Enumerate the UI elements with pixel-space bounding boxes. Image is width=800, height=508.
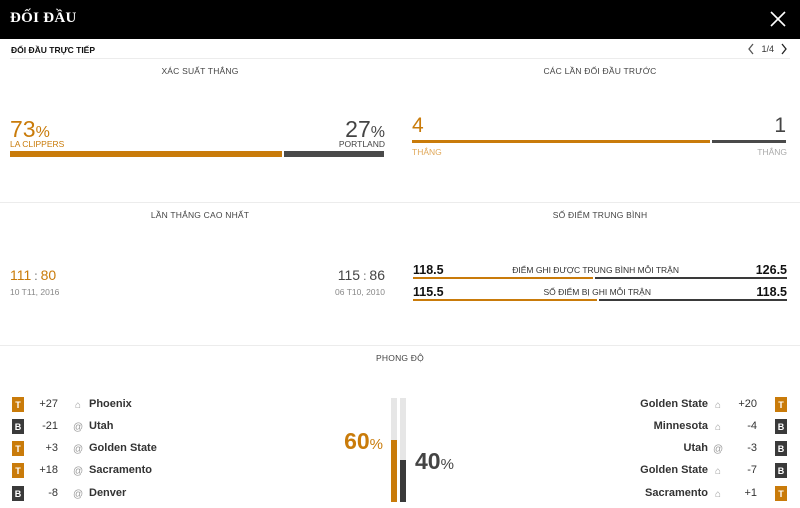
home-prev-wins: 4 (412, 114, 424, 137)
home-prev-label: THẮNG (412, 147, 442, 157)
away-form-bar (400, 460, 406, 502)
modal-title: ĐỐI ĐẦU (10, 10, 77, 26)
away-prev-label: THẮNG (757, 147, 787, 157)
result-badge: T (775, 486, 787, 501)
win-probability-title: XÁC SUẤT THẮNG (161, 66, 239, 76)
result-badge: T (775, 397, 787, 412)
form-row: T +20 ⌂ Golden State (0, 397, 800, 415)
average-points-title: SỐ ĐIỂM TRUNG BÌNH (552, 210, 648, 220)
away-win-pct: 27% (345, 116, 385, 142)
away-at-icon: @ (73, 489, 84, 500)
previous-matchups-title: CÁC LẦN ĐỐI ĐẦU TRƯỚC (543, 66, 657, 76)
result-badge: B (12, 486, 24, 501)
result-badge: B (775, 463, 787, 478)
score-diff: -7 (747, 464, 757, 476)
away-at-icon: @ (713, 444, 724, 455)
score-diff: -3 (747, 442, 757, 454)
avg-scored-home: 118.5 (413, 263, 444, 277)
away-win-bar (284, 151, 384, 157)
score-diff: -8 (48, 487, 58, 499)
opponent-name[interactable]: Minnesota (653, 420, 708, 432)
avg-scored-away-bar (595, 277, 787, 279)
result-badge: B (775, 441, 787, 456)
home-team-name: LA CLIPPERS (10, 139, 65, 149)
form-row: T +27 ⌂ Phoenix (0, 397, 800, 415)
away-highest-score: 115:86 (337, 267, 385, 283)
opponent-name[interactable]: Sacramento (89, 464, 152, 476)
avg-conceded-away: 118.5 (756, 285, 787, 299)
divider (0, 202, 800, 203)
home-form-pct: 60% (344, 428, 383, 454)
home-icon: ⌂ (714, 489, 722, 500)
away-prev-bar (712, 140, 786, 143)
pager-text: 1/4 (761, 44, 774, 54)
away-form-bar-track (400, 398, 406, 502)
avg-conceded-label: SỐ ĐIỂM BỊ GHI MỖI TRẬN (543, 287, 651, 297)
home-icon: ⌂ (74, 400, 82, 411)
score-diff: -21 (42, 420, 58, 432)
avg-conceded-away-bar (599, 299, 787, 301)
form-row: B -21 @ Utah (0, 419, 800, 437)
away-form-pct: 40% (415, 448, 454, 474)
form-row: B -8 @ Denver (0, 486, 800, 504)
home-icon: ⌂ (714, 400, 722, 411)
result-badge: T (12, 463, 24, 478)
home-highest-date: 10 T11, 2016 (10, 287, 60, 297)
opponent-name[interactable]: Golden State (640, 464, 708, 476)
avg-scored-away: 126.5 (755, 263, 787, 277)
divider (10, 58, 790, 59)
avg-conceded-home: 115.5 (413, 285, 444, 299)
score-diff: +3 (45, 442, 58, 454)
close-icon[interactable] (768, 9, 788, 29)
home-icon: ⌂ (714, 466, 722, 477)
result-badge: T (12, 441, 24, 456)
form-row: B -4 ⌂ Minnesota (0, 419, 800, 437)
avg-scored-label: ĐIỂM GHI ĐƯỢC TRUNG BÌNH MỖI TRẬN (512, 265, 679, 275)
result-badge: T (12, 397, 24, 412)
opponent-name[interactable]: Golden State (640, 398, 708, 410)
form-row: B -3 @ Utah (0, 441, 800, 459)
away-at-icon: @ (73, 422, 84, 433)
chevron-right-icon[interactable] (780, 43, 788, 55)
form-row: T +18 @ Sacramento (0, 463, 800, 481)
subheader: ĐỐI ĐẦU TRỰC TIẾP 1/4 (0, 39, 800, 59)
score-diff: +1 (744, 487, 757, 499)
opponent-name[interactable]: Phoenix (89, 398, 132, 410)
pager: 1/4 (747, 43, 788, 55)
away-at-icon: @ (73, 444, 84, 455)
away-highest-date: 06 T10, 2010 (335, 287, 385, 297)
score-diff: -4 (747, 420, 757, 432)
avg-scored-home-bar (413, 277, 593, 279)
score-diff: +27 (39, 398, 58, 410)
opponent-name[interactable]: Utah (89, 420, 114, 432)
avg-conceded-home-bar (413, 299, 597, 301)
score-diff: +18 (39, 464, 58, 476)
home-win-pct: 73% (10, 116, 50, 142)
chevron-left-icon[interactable] (747, 43, 755, 55)
highest-wins-title: LẦN THẮNG CAO NHẤT (150, 210, 250, 220)
home-win-bar (10, 151, 282, 157)
home-form-bar (391, 440, 397, 502)
form-row: T +3 @ Golden State (0, 441, 800, 459)
form-row: B -7 ⌂ Golden State (0, 463, 800, 481)
result-badge: B (12, 419, 24, 434)
modal-header: ĐỐI ĐẦU (0, 0, 800, 39)
away-at-icon: @ (73, 466, 84, 477)
home-icon: ⌂ (714, 422, 722, 433)
away-prev-wins: 1 (774, 114, 786, 137)
score-diff: +20 (738, 398, 757, 410)
home-prev-bar (412, 140, 710, 143)
form-title: PHONG ĐỘ (376, 353, 424, 363)
form-row: T +1 ⌂ Sacramento (0, 486, 800, 504)
home-highest-score: 111:80 (10, 267, 57, 283)
opponent-name[interactable]: Sacramento (645, 487, 708, 499)
away-team-name: PORTLAND (338, 139, 385, 149)
divider (0, 345, 800, 346)
opponent-name[interactable]: Golden State (89, 442, 157, 454)
opponent-name[interactable]: Denver (89, 487, 127, 499)
opponent-name[interactable]: Utah (683, 442, 708, 454)
result-badge: B (775, 419, 787, 434)
section-label: ĐỐI ĐẦU TRỰC TIẾP (11, 45, 96, 55)
